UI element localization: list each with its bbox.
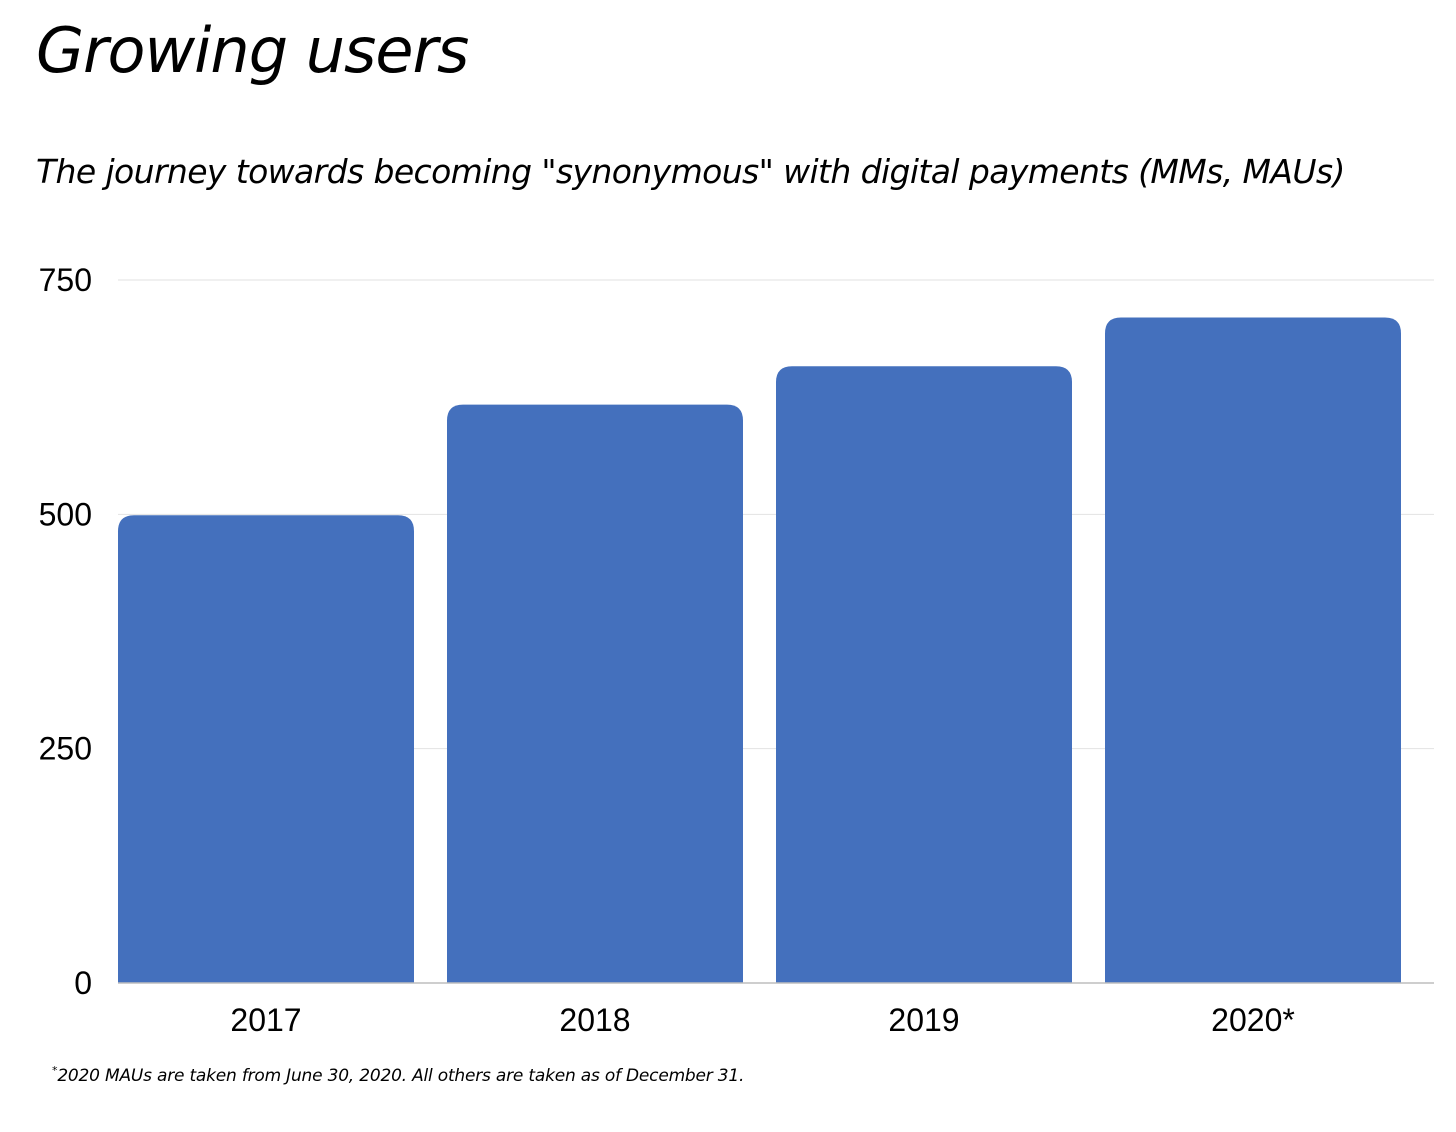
footnote-text: 2020 MAUs are taken from June 30, 2020. … [57,1066,745,1086]
x-tick-label: 2019 [888,1002,959,1038]
y-tick-label: 0 [74,965,92,1001]
bar-2018 [447,404,743,983]
x-tick-label: 2020* [1211,1002,1295,1038]
chart-title: Growing users [36,14,469,87]
footnote: *2020 MAUs are taken from June 30, 2020.… [52,1064,745,1086]
y-tick-label: 750 [39,262,92,298]
bar-2019 [776,366,1072,983]
x-tick-label: 2017 [230,1002,301,1038]
bar-2017 [118,515,414,983]
chart-subtitle: The journey towards becoming "synonymous… [36,152,1345,191]
bar-2020 [1105,317,1401,983]
y-tick-label: 500 [39,496,92,532]
y-tick-label: 250 [39,731,92,767]
x-tick-label: 2018 [559,1002,630,1038]
footnote-marker: * [52,1064,58,1077]
